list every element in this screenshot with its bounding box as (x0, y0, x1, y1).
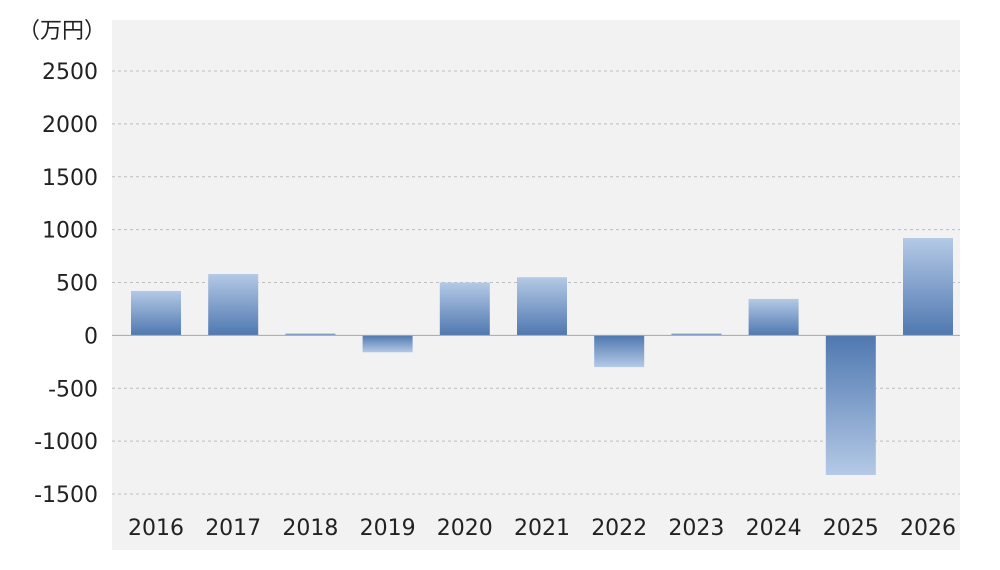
y-axis-unit-label: （万円） (18, 19, 106, 44)
bar-2020 (439, 282, 490, 336)
y-tick-label: 1500 (42, 166, 98, 191)
bar-2016 (131, 290, 181, 336)
bars (131, 238, 953, 475)
x-axis-ticks: 2016 2017 2018 2019 2020 2021 2022 2023 2024 2025… (128, 516, 956, 541)
bar-2019 (362, 335, 413, 353)
x-tick-label: 2019 (360, 516, 416, 541)
x-tick-label: 2024 (746, 516, 802, 541)
x-tick-label: 2016 (128, 516, 184, 541)
bar-2017 (208, 274, 259, 336)
bar-2022 (594, 335, 645, 368)
y-tick-label: 2500 (42, 60, 98, 85)
x-tick-label: 2017 (205, 516, 261, 541)
bar-2026 (903, 238, 953, 336)
y-axis-ticks: 2500 2000 1500 1000 500 0 -500 -1000 -1500 (34, 60, 98, 508)
x-tick-label: 2026 (900, 516, 956, 541)
y-tick-label: 1000 (42, 219, 98, 244)
y-tick-label: 0 (84, 324, 98, 349)
y-tick-label: 2000 (42, 113, 98, 138)
bar-2025 (825, 335, 876, 475)
y-tick-label: -1000 (34, 430, 98, 455)
x-tick-label: 2022 (591, 516, 647, 541)
y-tick-label: -1500 (34, 483, 98, 508)
y-tick-label: 500 (56, 272, 98, 297)
y-tick-label: -500 (48, 377, 98, 402)
bar-2021 (517, 277, 567, 336)
bar-2018 (285, 333, 336, 336)
bar-2023 (671, 333, 722, 336)
x-tick-label: 2021 (514, 516, 570, 541)
bar-2024 (748, 298, 799, 336)
x-tick-label: 2023 (668, 516, 724, 541)
x-tick-label: 2025 (823, 516, 879, 541)
x-tick-label: 2020 (437, 516, 493, 541)
x-tick-label: 2018 (282, 516, 338, 541)
